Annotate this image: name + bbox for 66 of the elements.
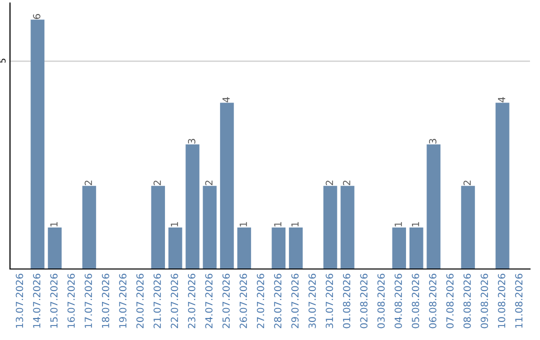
- x-tick-label: 11.08.2026: [515, 274, 522, 328]
- bar: [340, 186, 354, 269]
- x-tick-label: 19.07.2026: [119, 274, 126, 328]
- data-label: 3: [188, 138, 196, 144]
- data-label: 3: [429, 138, 436, 144]
- data-label: 1: [394, 222, 402, 226]
- data-label: 2: [205, 180, 212, 186]
- bar: [220, 102, 234, 269]
- x-tick-label: 17.07.2026: [84, 274, 92, 328]
- x-tick-label: 02.08.2026: [360, 274, 368, 328]
- data-label: 4: [222, 97, 230, 102]
- data-label: 2: [463, 180, 471, 186]
- x-tick-label: 09.08.2026: [480, 274, 488, 328]
- bar: [202, 186, 217, 269]
- x-tick-label: 01.08.2026: [342, 274, 350, 328]
- data-label: 1: [170, 222, 178, 226]
- x-tick-label: 21.07.2026: [154, 274, 161, 328]
- x-tick-label: 08.08.2026: [463, 274, 471, 328]
- x-tick-label: 06.08.2026: [429, 274, 436, 328]
- bar: [48, 227, 62, 269]
- x-tick-label: 15.07.2026: [50, 274, 58, 328]
- data-label: 4: [498, 97, 506, 102]
- bar: [426, 144, 440, 269]
- x-tick-label: 24.07.2026: [205, 274, 213, 328]
- x-tick-label: 03.08.2026: [377, 274, 385, 328]
- bar: [237, 227, 252, 269]
- data-label: 2: [326, 180, 333, 186]
- data-label: 2: [342, 180, 350, 186]
- bar: [288, 227, 303, 269]
- data-label: 1: [412, 222, 420, 226]
- bar: [82, 186, 96, 269]
- x-tick-label: 04.08.2026: [394, 274, 402, 328]
- bar: [30, 20, 44, 269]
- bar: [186, 144, 200, 269]
- x-tick-label: 29.07.2026: [291, 274, 299, 328]
- x-tick-label: 25.07.2026: [222, 274, 230, 328]
- bar: [151, 186, 165, 269]
- data-label: 1: [274, 222, 282, 226]
- bar: [272, 227, 286, 269]
- x-tick-label: 18.07.2026: [102, 274, 110, 328]
- bar: [409, 227, 424, 269]
- x-tick-label: 07.08.2026: [446, 274, 454, 328]
- data-label: 2: [84, 180, 92, 186]
- data-label: 6: [33, 14, 40, 19]
- x-tick-label: 13.07.2026: [16, 274, 24, 328]
- x-tick-label: 05.08.2026: [412, 274, 420, 328]
- x-tick-label: 10.08.2026: [498, 274, 506, 328]
- x-tick-label: 31.07.2026: [326, 274, 334, 328]
- bar: [323, 186, 338, 269]
- x-tick-label: 16.07.2026: [67, 274, 75, 328]
- data-label: 2: [154, 180, 161, 186]
- bar: [496, 102, 510, 269]
- bar: [392, 227, 406, 269]
- x-tick-label: 14.07.2026: [33, 274, 40, 328]
- data-label: 1: [240, 222, 247, 226]
- x-tick-label: 20.07.2026: [136, 274, 144, 328]
- x-tick-label: 22.07.2026: [170, 274, 178, 328]
- data-label: 1: [50, 222, 58, 226]
- x-tick-label: 30.07.2026: [308, 274, 316, 328]
- x-tick-label: 28.07.2026: [274, 274, 282, 328]
- bar: [168, 227, 182, 269]
- data-label: 1: [291, 222, 299, 226]
- bar: [461, 186, 475, 269]
- x-tick-label: 26.07.2026: [240, 274, 247, 328]
- x-tick-label: 27.07.2026: [256, 274, 264, 328]
- x-tick-label: 23.07.2026: [188, 274, 196, 328]
